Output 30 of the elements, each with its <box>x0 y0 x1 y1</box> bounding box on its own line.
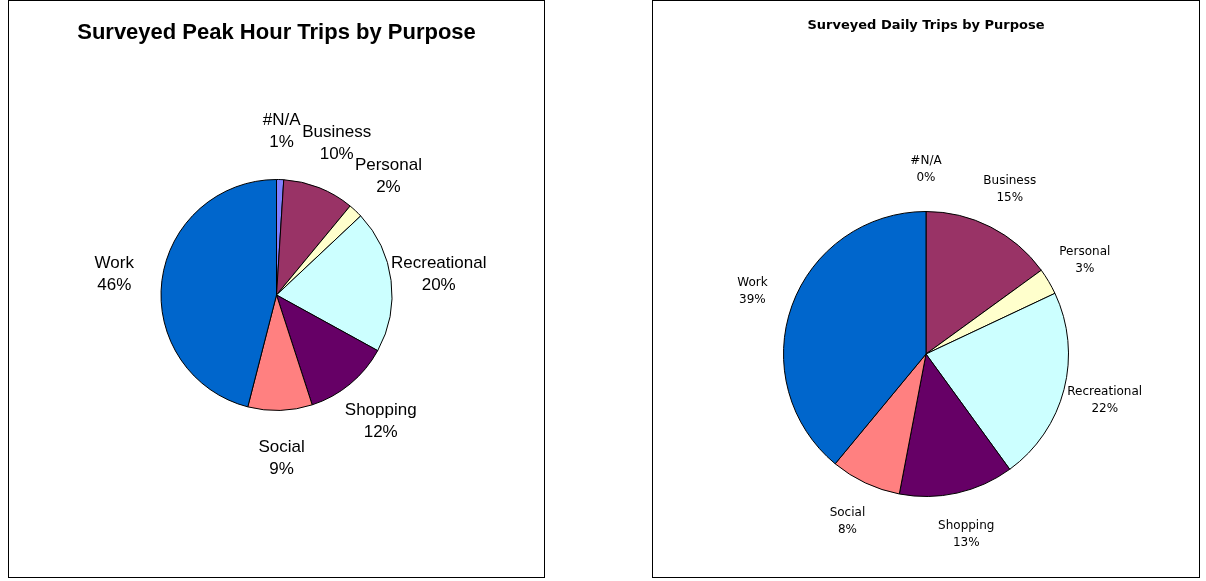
data-label: 3% <box>1075 260 1095 275</box>
data-label: 9% <box>269 459 294 479</box>
slice-label: Work <box>94 253 135 273</box>
slice-label: #N/A <box>262 110 302 130</box>
slice-label: Personal <box>354 154 422 174</box>
data-label: 2% <box>376 176 401 196</box>
slice-label: Recreational <box>1067 383 1143 398</box>
data-label: 15% <box>996 190 1024 205</box>
data-label: 46% <box>97 275 132 295</box>
slice-label: Work <box>737 275 768 290</box>
slice-label: Shopping <box>938 517 995 532</box>
data-label: 39% <box>739 292 766 307</box>
data-label: 10% <box>319 143 354 163</box>
slice-label: Business <box>983 173 1037 188</box>
data-label: 22% <box>1091 400 1119 415</box>
slice-label: Recreational <box>390 253 487 273</box>
chart-title: Surveyed Daily Trips by Purpose <box>806 16 1046 34</box>
data-label: 13% <box>952 534 980 549</box>
chart-title: Surveyed Peak Hour Trips by Purpose <box>76 18 477 46</box>
slice-label: Shopping <box>344 399 417 419</box>
slice-label: Social <box>829 504 866 519</box>
data-label: 1% <box>269 132 294 152</box>
slice-label: Social <box>258 437 305 457</box>
text: 0% <box>916 170 936 185</box>
data-label: 20% <box>421 275 456 295</box>
data-label: 8% <box>837 521 857 536</box>
slice-label: Business <box>302 121 372 141</box>
category-label: #N/A <box>910 153 942 168</box>
slice-label: Personal <box>1059 243 1111 258</box>
data-label: 12% <box>363 421 398 441</box>
